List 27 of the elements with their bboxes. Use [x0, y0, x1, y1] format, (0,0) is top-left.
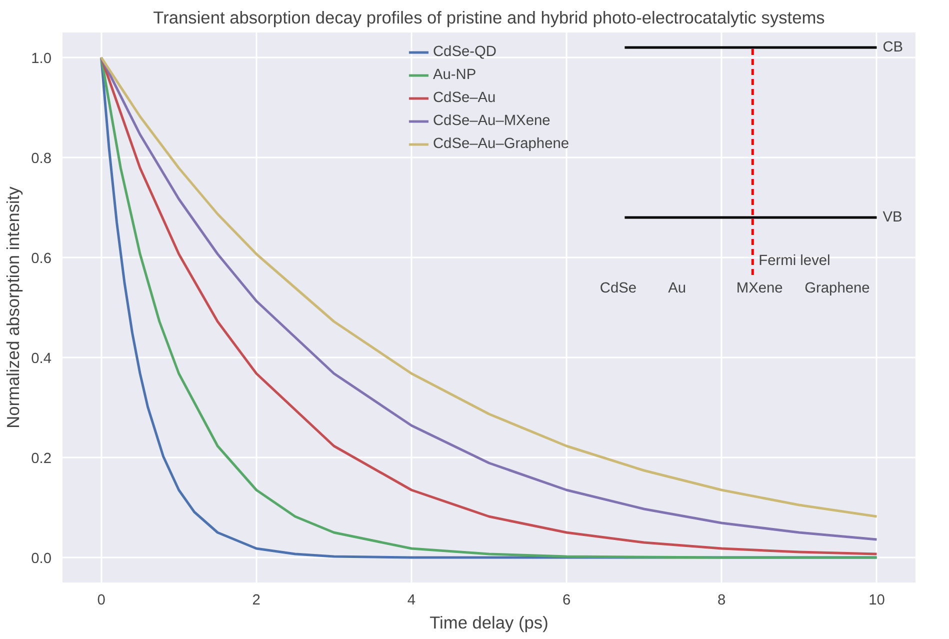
- y-tick-label: 0.4: [31, 351, 52, 367]
- chart-title: Transient absorption decay profiles of pristine and hybrid photo-electrocatalytic systems: [153, 8, 826, 28]
- legend-label: CdSe–Au: [432, 90, 496, 106]
- legend-label: CdSe-QD: [432, 44, 496, 60]
- x-tick-label: 8: [718, 592, 726, 608]
- y-tick-label: 0.6: [31, 251, 52, 267]
- legend-label: CdSe–Au–Graphene: [432, 136, 570, 152]
- annotation: Graphene: [804, 280, 870, 296]
- annotation: Fermi level: [758, 253, 830, 269]
- x-tick-label: 0: [97, 592, 106, 608]
- y-tick-label: 0.0: [31, 551, 52, 567]
- annotation: Au: [668, 280, 686, 296]
- annotation: CB: [882, 40, 904, 56]
- annotation: MXene: [736, 280, 783, 296]
- legend-label: CdSe–Au–MXene: [432, 113, 550, 129]
- y-tick-label: 0.8: [31, 151, 52, 167]
- legend-label: Au-NP: [432, 67, 476, 83]
- y-tick-label: 1.0: [31, 51, 52, 67]
- annotation: VB: [882, 210, 902, 226]
- x-tick-label: 10: [868, 592, 885, 608]
- x-tick-label: 2: [252, 592, 260, 608]
- x-tick-label: 4: [407, 592, 416, 608]
- y-axis-title: Normalized absorption intensity: [3, 186, 24, 428]
- annotation: CdSe: [600, 280, 637, 296]
- x-tick-label: 6: [562, 592, 571, 608]
- y-tick-label: 0.2: [31, 451, 52, 467]
- x-axis-title: Time delay (ps): [430, 612, 548, 632]
